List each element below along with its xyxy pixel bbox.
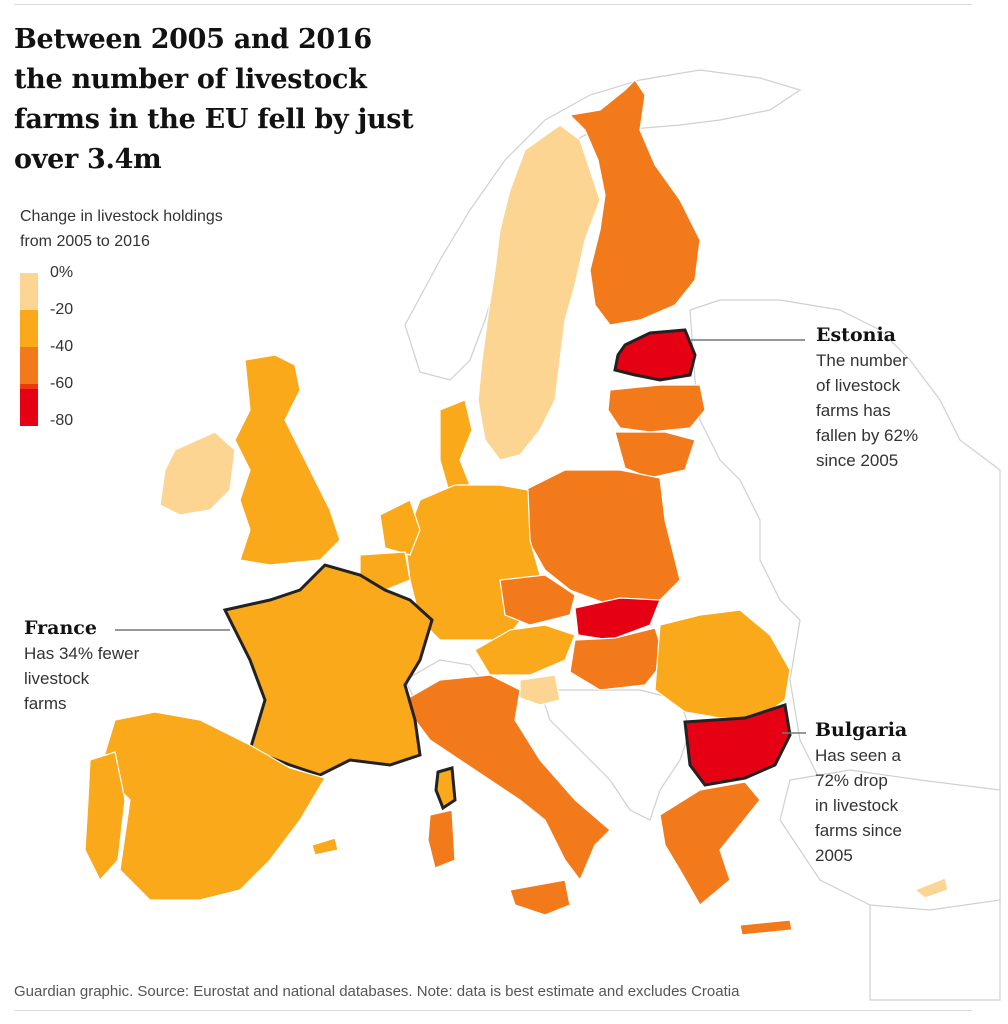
- callout-line: livestock: [24, 669, 90, 688]
- sweden-shape: [477, 124, 601, 461]
- legend-swatch-4: [20, 389, 38, 426]
- romania-shape: [654, 609, 791, 719]
- callout-line: farms: [24, 694, 67, 713]
- slovakia-shape: [574, 597, 661, 641]
- crete-shape: [739, 919, 793, 936]
- sardinia-shape: [427, 809, 456, 869]
- greece-shape: [659, 781, 761, 906]
- netherlands-shape: [379, 499, 421, 556]
- title-line: Between 2005 and 2016: [14, 24, 372, 55]
- callout-line: of livestock: [816, 376, 901, 395]
- callout-line: 2005: [815, 846, 853, 865]
- estonia-callout: Estonia The number of livestock farms ha…: [816, 323, 918, 473]
- uk-shape: [234, 354, 341, 566]
- france-callout: France Has 34% fewer livestock farms: [24, 616, 139, 716]
- sicily-shape: [509, 879, 571, 916]
- source-footer: Guardian graphic. Source: Eurostat and n…: [14, 983, 740, 1000]
- legend-swatch-1: [20, 310, 38, 347]
- legend-title-line: Change in livestock holdings: [20, 208, 223, 225]
- cyprus-shape: [913, 877, 949, 899]
- balkans-shape: [539, 689, 691, 821]
- denmark-shape: [439, 399, 473, 496]
- legend-swatch-0: [20, 273, 38, 310]
- austria-shape: [474, 624, 576, 676]
- callout-line: 72% drop: [815, 771, 888, 790]
- portugal-shape: [84, 751, 126, 882]
- estonia-shape: [613, 328, 697, 382]
- lithuania-shape: [614, 431, 696, 479]
- callout-line: Has 34% fewer: [24, 644, 140, 663]
- callout-line: farms since: [815, 821, 902, 840]
- legend-title: Change in livestock holdings from 2005 t…: [20, 204, 223, 254]
- slovenia-shape: [519, 674, 561, 706]
- callout-line: farms has: [816, 401, 891, 420]
- turkey-shape: [779, 769, 1001, 911]
- callout-heading: Estonia: [816, 324, 896, 346]
- legend-title-line: from 2005 to 2016: [20, 233, 150, 250]
- callout-heading: Bulgaria: [815, 719, 908, 741]
- corsica-shape: [434, 766, 457, 811]
- latvia-shape: [607, 384, 706, 433]
- legend-swatch-2: [20, 347, 38, 384]
- finland-shape: [568, 79, 701, 326]
- hungary-shape: [569, 627, 666, 691]
- balearic-shape: [311, 837, 339, 856]
- callout-line: since 2005: [816, 451, 899, 470]
- legend-label: -80: [50, 412, 74, 429]
- title-line: farms in the EU fell by just: [14, 104, 414, 135]
- france-shape: [222, 563, 434, 777]
- belgium-shape: [359, 551, 411, 591]
- ireland-shape: [159, 431, 236, 516]
- legend-label: -20: [50, 301, 74, 318]
- page-title: Between 2005 and 2016 the number of live…: [14, 20, 414, 180]
- legend-label: -40: [50, 338, 74, 355]
- callout-heading: France: [24, 617, 97, 639]
- title-line: the number of livestock: [14, 64, 367, 95]
- callout-line: in livestock: [815, 796, 899, 815]
- czechia-shape: [499, 574, 576, 626]
- callout-line: fallen by 62%: [816, 426, 919, 445]
- bottom-rule: [14, 1010, 972, 1011]
- italy-shape: [404, 674, 611, 882]
- callout-line: The number: [816, 351, 908, 370]
- top-rule: [14, 4, 972, 5]
- bulgaria-callout: Bulgaria Has seen a 72% drop in livestoc…: [815, 718, 907, 868]
- bulgaria-shape: [683, 703, 792, 787]
- poland-shape: [524, 469, 681, 606]
- title-line: over 3.4m: [14, 144, 162, 175]
- legend-label: -60: [50, 375, 74, 392]
- legend-label: 0%: [50, 264, 74, 281]
- callout-line: Has seen a: [815, 746, 901, 765]
- spain-shape: [99, 711, 326, 901]
